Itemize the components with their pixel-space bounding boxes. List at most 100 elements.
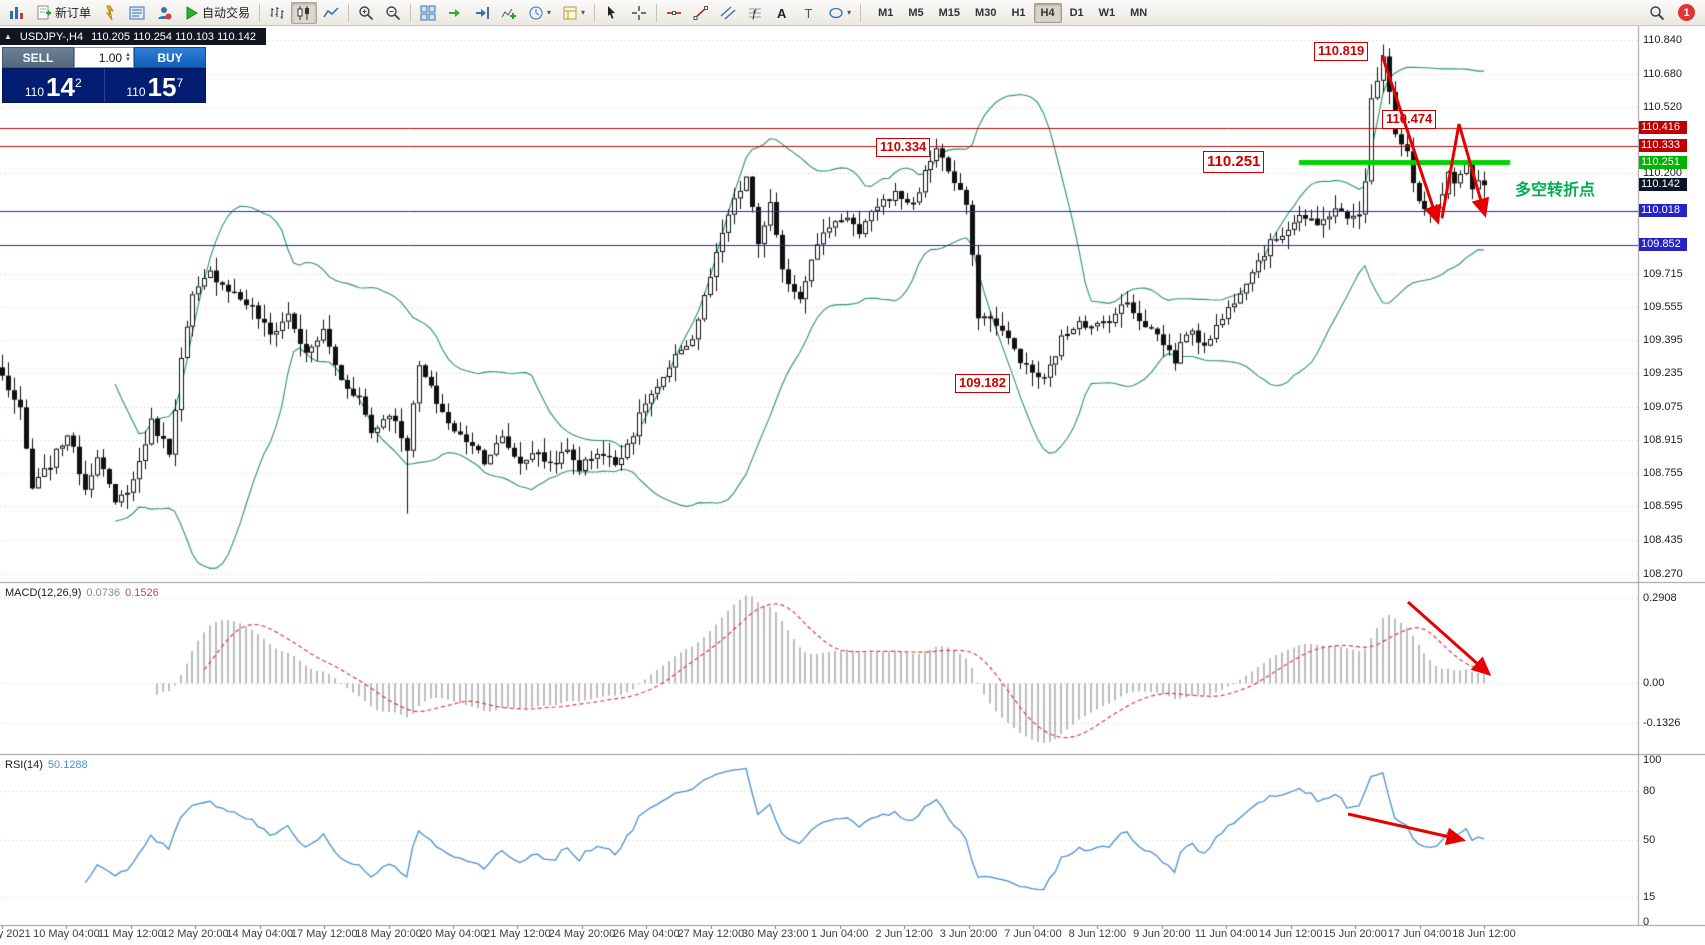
svg-text:T: T [805,6,813,21]
templates-button[interactable]: ▾ [557,2,590,24]
sell-button[interactable]: SELL [2,47,74,68]
trendline-button[interactable] [688,2,714,24]
search-button[interactable] [1644,2,1670,24]
bid-ask-display: 110 14 2 110 15 7 [2,68,206,103]
price-tick: 108.435 [1643,533,1683,546]
line-chart-button[interactable] [318,2,344,24]
navigator-button[interactable] [151,2,177,24]
timeframe-d1[interactable]: D1 [1063,3,1091,23]
rsi-axis-label: 15 [1643,891,1656,904]
auto-trading-button[interactable]: 自动交易 [178,2,255,24]
cursor-icon [608,5,616,19]
price-tick: 110.520 [1643,100,1682,113]
price-annotation[interactable]: 110.334 [876,138,931,157]
rsi-name: RSI(14) [5,759,43,771]
volume-input[interactable]: 1.00 ▲ ▼ [74,47,134,68]
price-tick: 110.680 [1643,67,1682,80]
auto-trading-label: 自动交易 [202,6,251,20]
price-annotation[interactable]: 110.474 [1382,110,1437,129]
sell-price-pips: 14 [46,72,75,102]
crosshair-icon [632,5,647,20]
notification-badge[interactable]: 1 [1678,4,1695,21]
candlestick-icon [297,5,310,20]
price-tick: 108.270 [1643,567,1683,580]
bar-chart-icon [270,6,284,19]
candlestick-button[interactable] [291,1,318,24]
price-tick: 110.840 [1643,34,1682,47]
rsi-axis-label: 100 [1643,754,1662,766]
rsi-indicator-label: RSI(14) 50.1288 [5,759,88,771]
horizontal-line-button[interactable] [661,2,687,24]
timeframe-mn[interactable]: MN [1123,3,1154,23]
chart-symbol-period: USDJPY-,H4 [19,30,84,43]
text-button[interactable]: A [769,2,795,24]
sell-price[interactable]: 110 14 2 [3,69,104,102]
macd-signal-value: 0.1526 [125,587,159,599]
timeframe-h4[interactable]: H4 [1033,2,1062,23]
data-window-button[interactable] [124,2,150,24]
price-axis: 110.840 110.680 110.520 110.200 109.715 109.5… [1638,0,1705,945]
macd-panel-area[interactable] [0,584,1638,752]
buy-price[interactable]: 110 15 7 [105,69,206,102]
chart-shift-button[interactable] [469,2,495,24]
price-tick: 108.915 [1643,433,1683,446]
rsi-panel-area[interactable] [0,756,1638,924]
rsi-axis-label: 50 [1643,834,1656,846]
new-order-button[interactable]: 新订单 [31,2,96,24]
bar-chart-button[interactable] [264,2,290,24]
channel-button[interactable] [715,2,741,24]
price-tag: 110.142 [1639,178,1687,192]
timeframe-m5[interactable]: M5 [901,3,930,23]
templates-icon [563,6,577,19]
trendline-icon [693,5,709,20]
market-watch-button[interactable] [97,2,123,24]
volume-up-icon[interactable]: ▲ [125,51,131,58]
toolbar-separator [656,3,658,22]
time-axis-label: 12 May 20:00 [161,928,229,940]
tile-windows-button[interactable] [415,2,441,24]
zoom-out-button[interactable] [380,2,406,24]
price-annotation[interactable]: 109.182 [955,374,1010,393]
shapes-button[interactable]: ▾ [823,2,856,24]
timeframe-m1[interactable]: M1 [871,3,900,23]
time-axis-label: 6 May 2021 [0,928,31,940]
volume-stepper-icon[interactable]: ▲ ▼ [125,51,131,63]
price-annotation[interactable]: 110.819 [1314,42,1369,61]
volume-down-icon[interactable]: ▼ [125,56,131,63]
periods-button[interactable]: ▾ [523,2,556,24]
new-order-label: 新订单 [55,6,92,20]
turning-point-note[interactable]: 多空转折点 [1515,182,1596,199]
buy-button[interactable]: BUY [134,47,206,68]
timeframe-m30[interactable]: M30 [968,3,1003,23]
time-axis-label: 21 May 12:00 [484,928,551,940]
timeframe-w1[interactable]: W1 [1092,3,1123,23]
timeframe-m15[interactable]: M15 [932,3,967,23]
toolbar: 新订单 自动交易 [0,0,1705,26]
rsi-axis-label: 80 [1643,784,1656,797]
fibonacci-button[interactable]: ƒ [742,2,768,24]
one-click-trading-panel: SELL 1.00 ▲ ▼ BUY 110 14 2 110 15 7 [2,47,206,103]
zoom-in-button[interactable] [353,2,379,24]
label-button[interactable]: T [796,2,822,24]
price-annotation[interactable]: 110.251 [1203,151,1265,173]
buy-price-base: 110 [126,85,146,99]
auto-scroll-button[interactable] [442,2,468,24]
time-axis-label: 9 Jun 20:00 [1133,928,1191,940]
timeframe-h1[interactable]: H1 [1004,3,1032,23]
line-chart-icon [323,6,339,17]
time-axis-label: 14 Jun 12:00 [1258,928,1323,940]
price-divider [103,69,105,102]
time-axis-label: 15 Jun 20:00 [1323,928,1387,940]
time-axis-label: 11 Jun 04:00 [1194,928,1258,940]
price-tick: 109.395 [1643,334,1683,347]
macd-axis-label: 0.00 [1643,677,1665,690]
price-tag: 110.018 [1639,203,1687,217]
indicators-button[interactable] [496,2,522,24]
cursor-button[interactable] [599,2,625,24]
time-axis-label: 1 Jun 04:00 [810,928,869,940]
crosshair-button[interactable] [626,2,652,24]
time-axis-label: 2 Jun 12:00 [875,928,933,940]
chart-ohlc-values: 110.205 110.254 110.103 110.142 [91,30,257,43]
new-chart-button[interactable] [4,2,30,24]
macd-name: MACD(12,26,9) [5,587,82,599]
